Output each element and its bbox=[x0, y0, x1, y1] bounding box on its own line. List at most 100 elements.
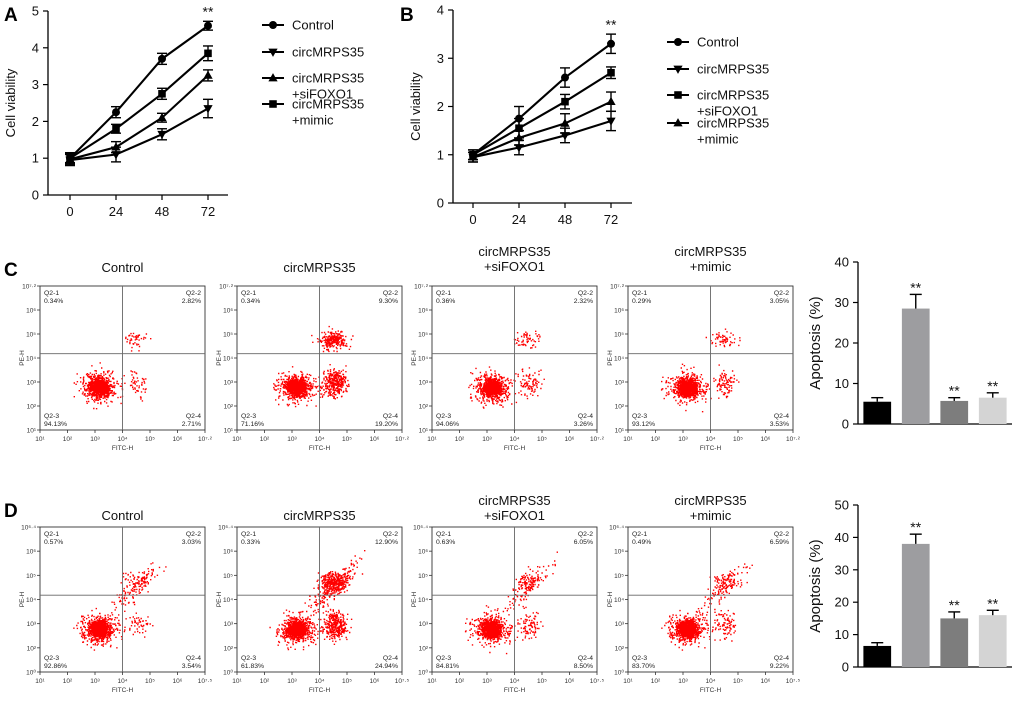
dot-plot-d-4: circMRPS35+mimic 10¹ 10² 10³ 10⁴ 10⁵ 10⁶ 10⁷·⁵ 1… bbox=[607, 493, 801, 694]
quadrant-q4-name: Q2-4 bbox=[383, 413, 398, 420]
significance-label: ** bbox=[606, 16, 617, 32]
line-chart-b: 0 1 2 3 4 0 24 48 72 Cell viability ** Control circM… bbox=[408, 3, 769, 228]
data-point bbox=[515, 124, 523, 132]
quadrant-q3-name: Q2-3 bbox=[632, 413, 647, 420]
x-axis-label: FITC-H bbox=[504, 687, 526, 694]
x-tick-label: 10⁴ bbox=[705, 436, 715, 443]
plot-title-line-1: circMRPS35 bbox=[478, 244, 550, 259]
y-tick-label: 1 bbox=[437, 147, 444, 162]
x-tick-label: 10² bbox=[260, 678, 270, 685]
x-tick-label: 10¹ bbox=[35, 436, 45, 443]
x-tick-label: 10⁴ bbox=[117, 678, 127, 685]
y-tick-label: 10³ bbox=[27, 380, 37, 387]
x-tick-label: 10¹ bbox=[232, 436, 242, 443]
y-tick-label: 10³ bbox=[27, 621, 37, 628]
legend-marker bbox=[268, 48, 278, 57]
x-tick-label: 10⁴ bbox=[117, 436, 127, 443]
x-tick-label: 10⁵ bbox=[733, 436, 743, 443]
y-tick-label: 10² bbox=[615, 645, 625, 652]
x-tick-label: 10⁷·⁵ bbox=[786, 678, 801, 685]
x-tick-label: 10³ bbox=[482, 678, 492, 685]
y-tick-label: 0 bbox=[842, 660, 849, 675]
series-line bbox=[472, 71, 612, 156]
x-tick-label: 10⁷·² bbox=[198, 436, 213, 443]
series-line bbox=[69, 24, 209, 159]
series-2 bbox=[468, 110, 616, 163]
panel-label-c: C bbox=[4, 260, 18, 281]
dot-plot-c-2: circMRPS35 10¹ 10² 10³ 10⁴ 10⁵ 10⁶ 10⁷·² 10¹ 10² 1… bbox=[216, 260, 410, 452]
plot-title-line-1: circMRPS35 bbox=[674, 244, 746, 259]
bar bbox=[863, 401, 892, 424]
significance-label: ** bbox=[203, 4, 214, 20]
series-line bbox=[472, 42, 612, 156]
plot-title-line-1: circMRPS35 bbox=[283, 260, 355, 275]
x-axis-label: FITC-H bbox=[112, 687, 134, 694]
data-point bbox=[66, 154, 74, 162]
quadrant-q2-name: Q2-2 bbox=[578, 531, 593, 538]
quadrant-q2-name: Q2-2 bbox=[383, 290, 398, 297]
y-tick-label: 10⁵ bbox=[418, 573, 428, 580]
y-tick-label: 10³ bbox=[615, 380, 625, 387]
x-tick-label: 10¹ bbox=[427, 678, 437, 685]
quadrant-q2-name: Q2-2 bbox=[774, 290, 789, 297]
plot-title-line-2: +siFOXO1 bbox=[484, 259, 545, 274]
x-tick-label: 10¹ bbox=[427, 436, 437, 443]
y-tick-label: 50 bbox=[835, 498, 849, 513]
quadrant-q2-name: Q2-2 bbox=[186, 290, 201, 297]
quadrant-q3-name: Q2-3 bbox=[632, 655, 647, 662]
y-tick-label: 10⁴ bbox=[223, 597, 233, 604]
x-tick-label: 10⁶ bbox=[173, 678, 183, 685]
quadrant-q1-value: 0.29% bbox=[632, 298, 651, 305]
quadrant-q4-value: 24.94% bbox=[375, 663, 398, 670]
x-tick-label: 10³ bbox=[90, 678, 100, 685]
x-axis-label: FITC-H bbox=[309, 687, 331, 694]
x-tick-label: 10⁷·² bbox=[786, 436, 801, 443]
y-tick-label: 20 bbox=[835, 336, 849, 351]
quadrant-q4-name: Q2-4 bbox=[578, 655, 593, 662]
x-tick-label: 10² bbox=[651, 436, 661, 443]
legend-label-line-1: Control bbox=[697, 35, 739, 50]
series-line bbox=[472, 100, 612, 159]
legend-marker bbox=[673, 118, 683, 127]
data-point bbox=[607, 68, 615, 77]
x-tick-label: 10⁴ bbox=[509, 678, 519, 685]
y-tick-label: 10⁴ bbox=[418, 597, 428, 604]
x-tick-label: 10⁶ bbox=[173, 436, 183, 443]
y-tick-label: 10⁶ bbox=[223, 549, 233, 556]
y-axis-label: PE-H bbox=[411, 350, 418, 366]
data-point bbox=[112, 108, 120, 117]
y-tick-label: 10² bbox=[27, 645, 37, 652]
legend-label-line-1: circMRPS35 bbox=[292, 45, 364, 60]
quadrant-q4-value: 8.50% bbox=[574, 663, 593, 670]
data-point bbox=[468, 152, 478, 161]
significance-label: ** bbox=[987, 595, 998, 611]
quadrant-q3-name: Q2-3 bbox=[241, 413, 256, 420]
data-point bbox=[607, 39, 615, 48]
y-tick-label: 10⁰ bbox=[26, 669, 36, 677]
dot-plot-d-3: circMRPS35+siFOXO1 10¹ 10² 10³ 10⁴ 10⁵ 10⁶ 10⁷·… bbox=[411, 493, 605, 694]
quadrant-q2-name: Q2-2 bbox=[383, 531, 398, 538]
x-tick-label: 10¹ bbox=[623, 436, 633, 443]
x-tick-label: 72 bbox=[604, 212, 618, 227]
x-tick-label: 10² bbox=[455, 678, 465, 685]
dot-plot-d-1: Control 10¹ 10² 10³ 10⁴ 10⁵ 10⁶ 10⁷·⁵ 10⁰ 10² 10³ 1… bbox=[19, 508, 213, 694]
x-tick-label: 10⁵ bbox=[342, 436, 352, 443]
x-tick-label: 10² bbox=[260, 436, 270, 443]
y-tick-label: 10³ bbox=[615, 621, 625, 628]
y-tick-label: 10⁶ bbox=[614, 308, 624, 315]
dot-plot-d-2: circMRPS35 10¹ 10² 10³ 10⁴ 10⁵ 10⁶ 10⁷·⁵ 10⁰ 10² 1… bbox=[216, 508, 410, 694]
series-4 bbox=[468, 91, 616, 163]
x-tick-label: 10⁵ bbox=[733, 678, 743, 685]
panel-label-d: D bbox=[4, 501, 18, 522]
cell-events bbox=[73, 332, 152, 410]
quadrant-q2-value: 6.05% bbox=[574, 539, 593, 546]
data-point bbox=[514, 133, 524, 142]
series-4 bbox=[65, 45, 213, 164]
x-tick-label: 10⁴ bbox=[314, 678, 324, 685]
y-tick-label: 10⁰ bbox=[614, 669, 624, 677]
plot-title-line-2: +mimic bbox=[690, 508, 732, 523]
data-point bbox=[111, 142, 121, 151]
x-axis-label: FITC-H bbox=[700, 687, 722, 694]
x-axis-label: FITC-H bbox=[504, 445, 526, 452]
